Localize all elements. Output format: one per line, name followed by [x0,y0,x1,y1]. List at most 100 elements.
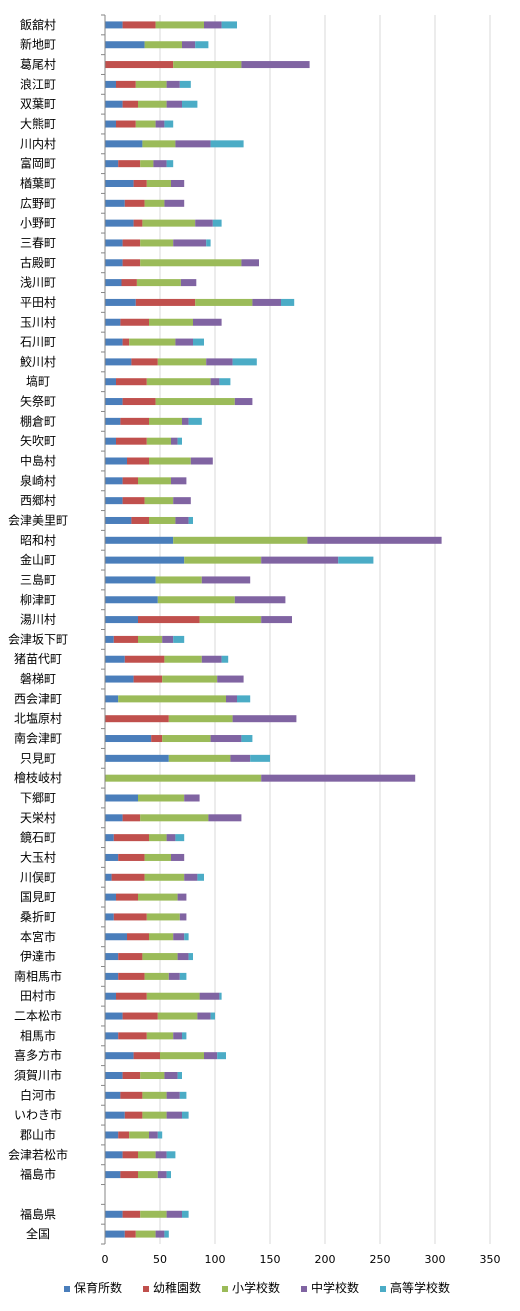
bar-segment [105,814,123,822]
bar-segment [105,754,169,762]
bar-segment [105,853,119,861]
legend-swatch [143,1286,149,1292]
bar-segment [105,715,169,723]
bar-segment [105,1151,123,1159]
bar-segment [210,378,220,386]
bar-segment [105,1012,123,1020]
category-label: 只見町 [20,751,56,765]
bar-segment [105,695,119,703]
bar-segment [146,1032,174,1040]
bar-segment [105,992,116,1000]
bar-segment [199,992,220,1000]
bar-segment [175,834,185,842]
bar-segment [135,1230,156,1238]
bar-segment [179,1091,187,1099]
bar-segment [105,1171,121,1179]
bar-segment [122,1210,141,1218]
category-label: 矢祭町 [20,395,56,409]
bar-segment [116,437,147,445]
bar-segment [173,1032,182,1040]
bar-segment [173,536,308,544]
category-label: 喜多方市 [14,1048,62,1063]
bar-segment [105,140,143,148]
bar-segment [149,457,191,465]
bar-segment [149,1131,158,1139]
category-label: 広野町 [20,196,56,210]
x-tick-label: 350 [480,1253,501,1266]
bar-segment [184,933,189,941]
category-label: 田村市 [20,988,56,1003]
category-label: 小野町 [20,216,56,230]
bar-segment [149,933,174,941]
category-label: 双葉町 [20,97,56,111]
bar-segment [129,1131,149,1139]
bar-segment [173,933,185,941]
bar-segment [122,338,130,346]
bar-segment [204,21,222,29]
bar-segment [206,358,233,366]
category-label: 新地町 [20,37,56,52]
bar-segment [173,61,242,69]
category-label: 檜枝岐村 [14,770,62,785]
bar-segment [133,1052,160,1060]
bar-segment [210,140,244,148]
bar-segment [166,160,174,168]
bar-segment [105,219,134,227]
bar-segment [144,853,171,861]
bar-segment [204,1052,218,1060]
bar-segment [138,100,167,108]
bar-segment [122,814,141,822]
bar-segment [201,576,251,584]
bar-segment [105,953,119,961]
bar-segment [105,933,127,941]
bar-segment [157,1171,167,1179]
bar-segment [261,616,292,624]
bar-segment [136,279,181,287]
category-label: 鏡石町 [20,830,56,845]
bar-segment [120,1171,138,1179]
legend: 保育所数 幼稚園数 小学校数 中学校数 高等学校数 [64,1280,450,1295]
bar-segment [118,160,141,168]
bar-segment [120,318,149,326]
bar-segment [166,100,182,108]
bar-segment [157,596,235,604]
bar-segment [138,893,178,901]
bar-segment [138,477,171,485]
x-tick-label: 200 [315,1253,336,1266]
category-label: 浪江町 [20,76,56,91]
bar-segment [146,437,171,445]
bar-segment [157,358,207,366]
bar-segment [261,556,339,564]
bar-segment [144,873,185,881]
bar-segment [234,398,253,406]
bar-segment [164,120,174,128]
bar-segment [140,1210,167,1218]
bar-segment [179,972,187,980]
category-label: 金山町 [20,552,56,567]
bar-segment [250,754,270,762]
bar-segment [105,1091,121,1099]
bar-segment [105,80,116,88]
bar-segment [146,913,180,921]
bar-segment [120,1091,143,1099]
bar-segment [153,160,167,168]
gridlines [101,14,491,1245]
bar-segment [197,873,204,881]
bar-segment [219,992,222,1000]
x-tick-label: 0 [102,1253,109,1266]
bar-segment [105,735,152,743]
bar-segment [124,1230,136,1238]
bar-segment [105,834,114,842]
category-label: 会津坂下町 [8,632,68,646]
bar-segment [307,536,442,544]
bar-segment [166,1151,176,1159]
bar-segment [116,893,138,901]
bar-segment [120,417,149,425]
category-label: 福島県 [20,1206,56,1221]
bar-segment [173,635,185,643]
bar-segment [230,754,251,762]
bar-segment [105,259,123,267]
bar-segment [118,953,143,961]
bar-segment [105,893,116,901]
